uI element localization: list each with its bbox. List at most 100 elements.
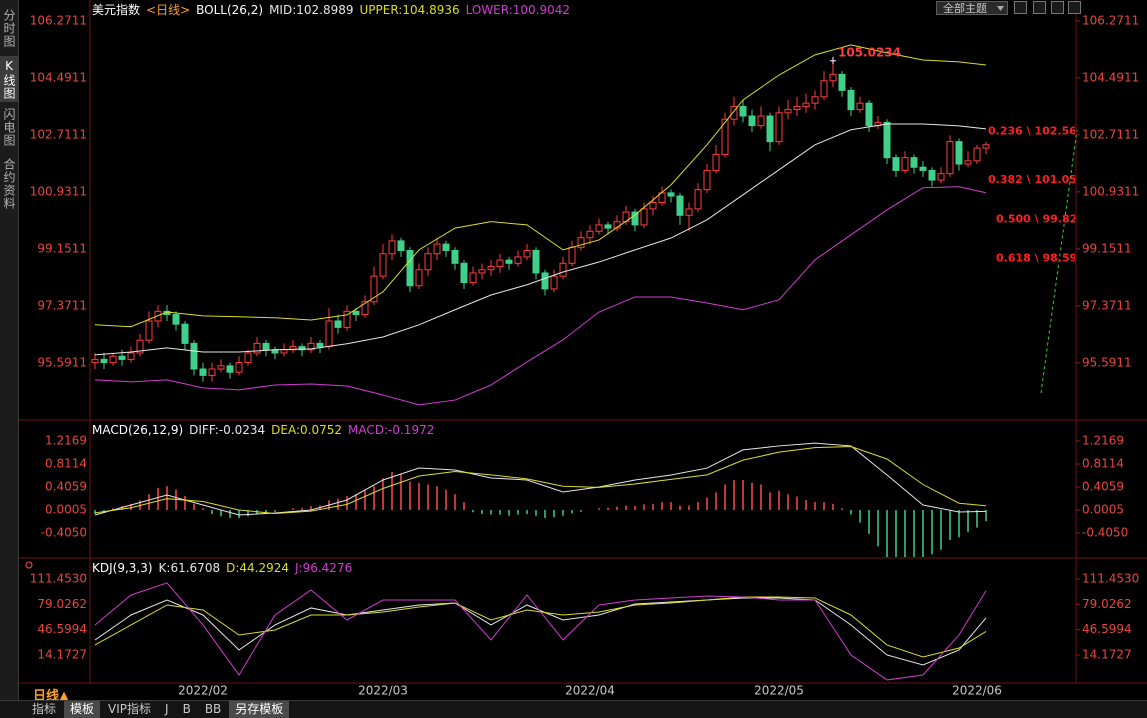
candle-body [217,365,225,370]
candle-body [208,368,216,376]
indicator-line [94,123,987,356]
candle-body [649,201,657,210]
candle-body [253,342,261,354]
y-tick-label: 111.4530 [1082,572,1139,586]
candle-body [424,253,432,271]
plot-area [94,442,987,557]
candle-body [946,141,954,175]
y-tick-label: 99.1511 [1082,241,1132,255]
fib-label: 0.382 \ 101.0507 [988,173,1092,186]
x-tick-label: 2022/05 [754,684,804,698]
side-tab[interactable]: K线图 [0,56,18,102]
candle-body [181,323,189,344]
y-tick-label: 95.5911 [37,355,87,369]
icon-button[interactable] [1068,1,1081,14]
candle-body [721,118,729,155]
candle-body [244,352,252,364]
y-tick-label: 102.7111 [30,127,87,141]
fib-label: 0.500 \ 99.8230 [996,212,1093,225]
tab[interactable]: VIP指标 [108,702,152,716]
candle-body [811,96,819,104]
candle-body [901,157,909,171]
candle-body [964,160,972,165]
candle-body [496,259,504,268]
candle-body [703,169,711,191]
plot-area [94,582,987,681]
candle-body [559,262,567,277]
y-tick-label: 97.3711 [1082,298,1132,312]
y-tick-label: 106.2711 [30,13,87,27]
max-annotation: 105.0234 [838,45,901,59]
legend-entry: DEA:0.0752 [271,423,342,437]
candle-body [757,115,765,127]
theme-dropdown[interactable]: 全部主题 [936,1,1008,15]
candle-body [847,89,855,111]
legend-entry: MACD:-0.1972 [348,423,434,437]
legend-entry: MID:102.8989 [269,3,353,17]
y-tick-label: 14.1727 [1082,647,1132,661]
y-tick-label: 79.0262 [1082,597,1132,611]
candle-body [262,342,270,351]
fib-label: 0.618 \ 98.5953 [996,252,1093,265]
side-tab[interactable]: 合约资料 [2,158,16,210]
theme-label: 全部主题 [943,2,987,15]
y-tick-label: 102.7111 [1082,127,1139,141]
tab[interactable]: B [182,702,191,716]
legend-entry: DIFF:-0.0234 [189,423,265,437]
side-tab[interactable]: 闪电图 [2,107,16,147]
candle-body [442,243,450,252]
y-tick-label: 95.5911 [1082,355,1132,369]
candle-body [739,105,747,117]
legend-entry: J:96.4276 [294,561,352,575]
candle-body [451,250,459,264]
bottom-bar: 指标 模板 VIP指标 J B BB 另存模板 [0,700,1147,718]
candle-body [766,115,774,143]
candle-body [469,272,477,284]
candle-body [334,320,342,328]
legend-entry: D:44.2924 [226,561,289,575]
legend: KDJ(9,3,3) K:61.6708 D:44.2924 J:96.4276 [92,561,352,575]
candle-body [748,115,756,127]
candle-body [550,275,558,290]
candle-body [775,112,783,143]
panel-icon[interactable] [25,561,33,569]
candle-body [397,240,405,252]
candle-body [928,169,936,181]
candle-body [784,109,792,114]
y-tick-label: 0.0005 [45,503,87,517]
fib-label: 0.236 \ 102.5697 [988,124,1092,137]
candle-body [838,73,846,91]
tab[interactable]: 模板 [64,701,101,718]
tab[interactable]: 另存模板 [229,701,290,718]
candle-body [145,320,153,341]
side-tab[interactable]: 分时图 [2,8,16,48]
candle-body [343,310,351,328]
y-tick-label: 0.8114 [45,457,87,471]
candle-body [883,121,891,159]
indicator-name: KDJ(9,3,3) [92,561,153,575]
candle-body [199,368,207,376]
indicator-line [94,596,987,658]
y-tick-label: 111.4530 [30,572,87,586]
tab[interactable]: 指标 [32,702,57,716]
icon-button[interactable] [1051,1,1064,14]
legend-entry: UPPER:104.8936 [360,3,460,17]
candle-body [352,310,360,316]
icon-button[interactable] [1014,1,1027,14]
tab[interactable]: BB [204,702,222,716]
indicator-line [94,186,987,406]
candle-body [631,211,639,226]
candle-body [91,358,99,364]
candle-body [415,269,423,287]
tab[interactable]: J [165,702,169,716]
candle-body [487,266,495,271]
candle-body [136,339,144,354]
candle-body [856,102,864,111]
x-tick-label: 2022/04 [565,684,615,698]
y-tick-label: 0.4059 [1082,480,1124,494]
x-tick-label: 2022/03 [358,684,408,698]
legend: 美元指数 <日线> BOLL(26,2) MID:102.8989 UPPER:104.… [92,2,570,17]
icon-button[interactable] [1033,1,1046,14]
